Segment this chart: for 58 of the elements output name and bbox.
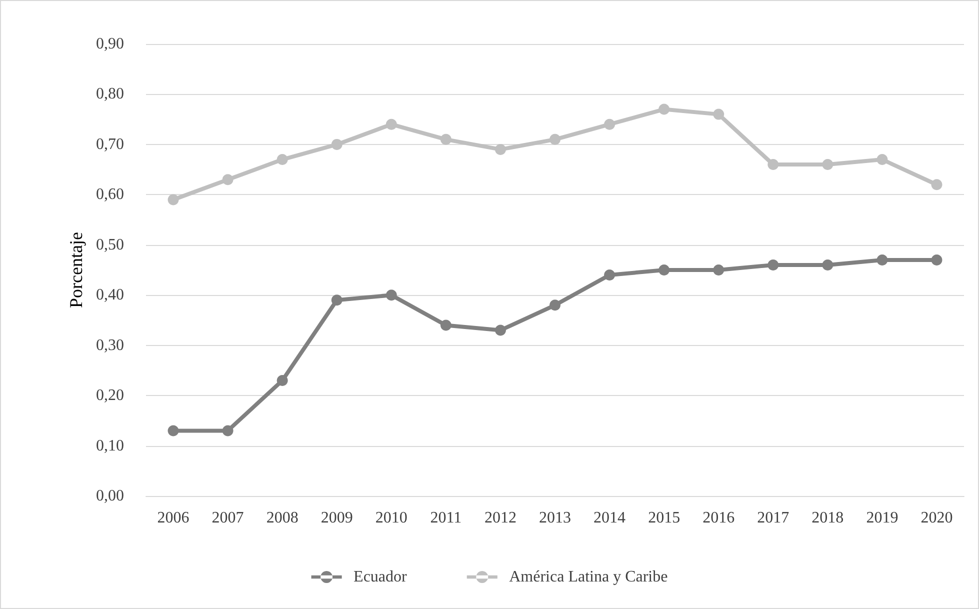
x-tick-label: 2013 bbox=[539, 510, 571, 526]
point bbox=[931, 179, 942, 190]
point bbox=[822, 259, 834, 270]
point bbox=[550, 134, 560, 145]
point bbox=[276, 374, 288, 386]
legend-label: América Latina y Caribe bbox=[509, 568, 668, 586]
x-tick-label: 2006 bbox=[157, 510, 190, 526]
x-tick-label: 2010 bbox=[375, 510, 408, 526]
point bbox=[876, 254, 888, 266]
point bbox=[604, 118, 616, 130]
point bbox=[713, 108, 724, 120]
point bbox=[713, 264, 724, 276]
point bbox=[168, 194, 179, 206]
x-tick-label: 2015 bbox=[648, 510, 680, 526]
point bbox=[440, 134, 452, 145]
point bbox=[604, 270, 616, 281]
y-tick-label: 0,80 bbox=[96, 86, 124, 103]
point bbox=[768, 159, 779, 170]
x-tick-label: 2018 bbox=[812, 510, 844, 526]
point bbox=[386, 290, 397, 301]
x-tick-label: 2017 bbox=[757, 510, 790, 526]
point bbox=[331, 294, 342, 306]
x-tick-label: 2020 bbox=[920, 510, 953, 526]
y-tick-label: 0,00 bbox=[96, 488, 124, 504]
y-tick-label: 0,50 bbox=[96, 236, 124, 254]
point bbox=[222, 174, 234, 186]
point bbox=[494, 144, 506, 155]
y-tick-label: 0,70 bbox=[96, 136, 124, 153]
point bbox=[550, 300, 560, 311]
y-tick-label: 0,10 bbox=[96, 437, 124, 454]
x-tick-label: 2011 bbox=[430, 510, 462, 526]
point bbox=[494, 324, 506, 336]
point bbox=[658, 104, 670, 115]
x-tick-label: 2019 bbox=[866, 510, 898, 526]
point bbox=[876, 154, 888, 166]
point bbox=[331, 138, 342, 150]
x-tick-label: 2008 bbox=[266, 510, 298, 526]
point bbox=[276, 154, 288, 166]
y-axis-title: Porcentaje bbox=[66, 232, 86, 308]
point bbox=[440, 320, 452, 331]
x-tick-label: 2012 bbox=[484, 510, 516, 526]
x-tick-label: 2014 bbox=[594, 510, 626, 526]
x-tick-label: 2009 bbox=[320, 510, 353, 526]
point bbox=[168, 425, 179, 436]
x-tick-label: 2016 bbox=[702, 510, 735, 526]
y-tick-label: 0,60 bbox=[96, 186, 124, 204]
y-tick-label: 0,20 bbox=[96, 387, 124, 404]
point bbox=[222, 425, 234, 436]
point bbox=[768, 259, 779, 270]
y-tick-label: 0,30 bbox=[96, 336, 124, 354]
legend-label: Ecuador bbox=[354, 568, 408, 586]
x-tick-label: 2007 bbox=[212, 510, 244, 526]
point bbox=[658, 264, 670, 276]
point bbox=[931, 254, 942, 266]
point bbox=[822, 159, 834, 170]
point bbox=[386, 118, 397, 130]
y-tick-label: 0,40 bbox=[96, 286, 124, 304]
y-tick-label: 0,90 bbox=[96, 36, 124, 52]
